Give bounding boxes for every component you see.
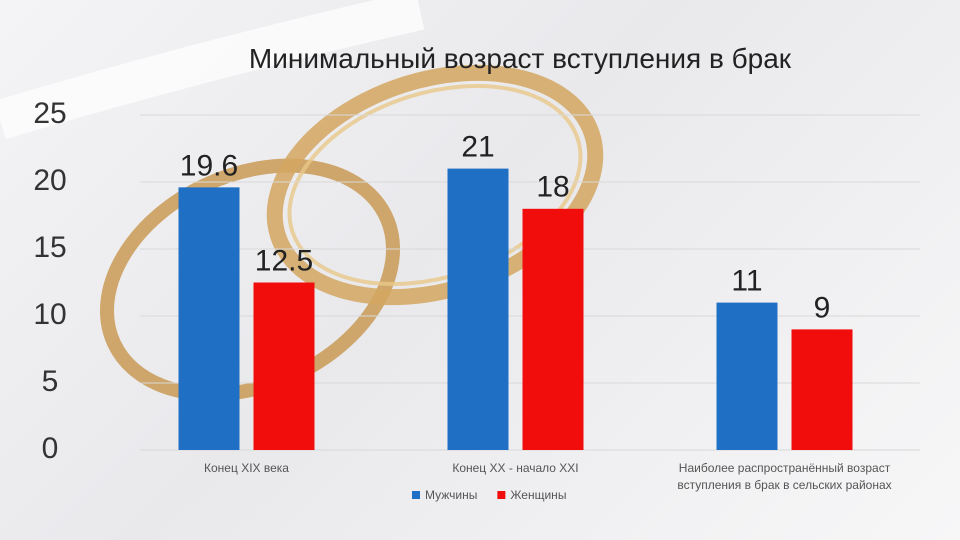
y-tick-label: 0 [42,432,59,465]
legend-label: Женщины [510,488,566,502]
y-tick-label: 20 [33,164,66,197]
x-tick-label: Конец XX - начало XXI [452,461,579,475]
value-label: 11 [731,265,762,298]
value-label: 21 [461,131,494,164]
x-tick-label: Наиболее распространённый возраст вступл… [677,461,892,492]
y-tick-label: 10 [33,298,66,331]
value-label: 12.5 [255,244,313,277]
value-label: 9 [814,291,831,324]
x-tick-label: Конец XIX века [204,461,289,475]
value-label: 19.6 [180,149,238,182]
chart-title: Минимальный возраст вступления в брак [249,43,792,74]
value-label: 18 [536,171,569,204]
legend-swatch [497,491,506,499]
y-tick-label: 5 [42,365,59,398]
bar [178,187,240,451]
bar [447,168,509,450]
legend-swatch [412,491,420,499]
bar [791,329,853,450]
bar [522,208,584,450]
bar [253,282,315,450]
y-tick-label: 25 [33,97,66,130]
legend-label: Мужчины [425,488,477,502]
bar [716,302,778,450]
y-tick-label: 15 [33,231,66,264]
